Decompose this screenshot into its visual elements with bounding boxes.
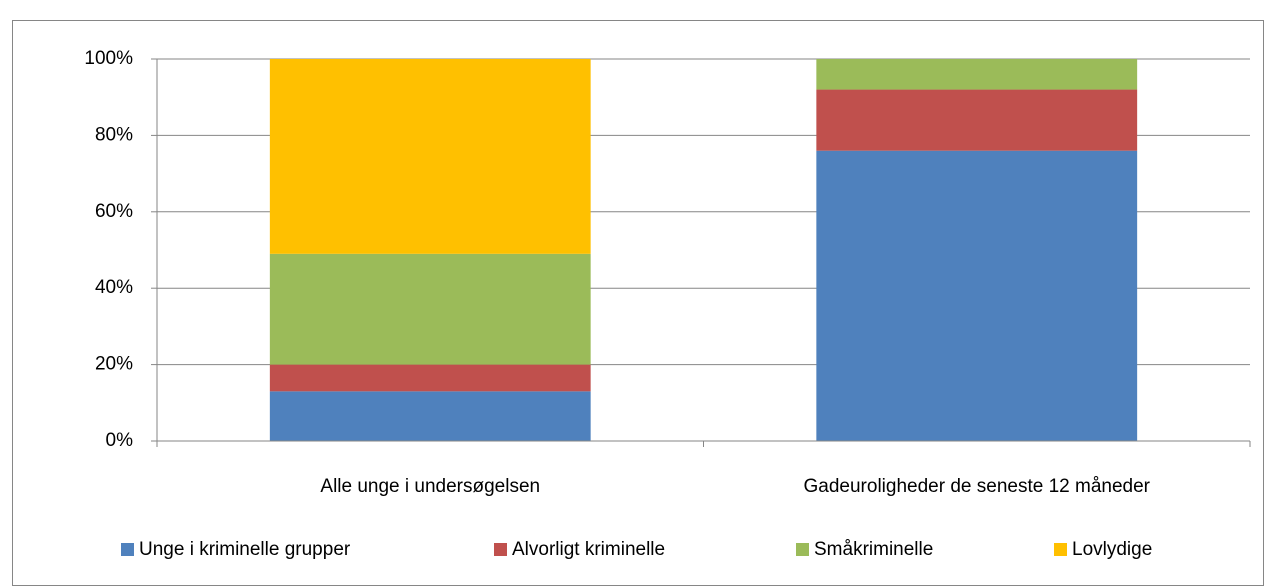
y-tick-label: 60%: [95, 201, 133, 222]
legend-swatch: [121, 543, 134, 556]
y-tick-label: 20%: [95, 354, 133, 375]
legend-label: Lovlydige: [1072, 539, 1152, 560]
bar-segment: [816, 150, 1138, 441]
bar-segment: [269, 253, 591, 365]
legend-swatch: [1054, 543, 1067, 556]
bar-segment: [816, 59, 1138, 90]
bar-segment: [816, 89, 1138, 151]
legend-swatch: [494, 543, 507, 556]
y-tick-label: 0%: [106, 430, 134, 451]
legend-label: Småkriminelle: [814, 539, 933, 560]
y-tick-label: 80%: [95, 124, 133, 145]
bar-segment: [269, 364, 591, 392]
x-tick-label: Gadeuroligheder de seneste 12 måneder: [804, 476, 1151, 497]
legend-label: Unge i kriminelle grupper: [139, 539, 351, 560]
bar-segment: [269, 391, 591, 441]
bar-segment: [269, 59, 591, 254]
legend-swatch: [796, 543, 809, 556]
legend-label: Alvorligt kriminelle: [512, 539, 665, 560]
y-tick-label: 100%: [84, 48, 133, 69]
y-tick-label: 40%: [95, 277, 133, 298]
x-tick-label: Alle unge i undersøgelsen: [320, 476, 540, 497]
